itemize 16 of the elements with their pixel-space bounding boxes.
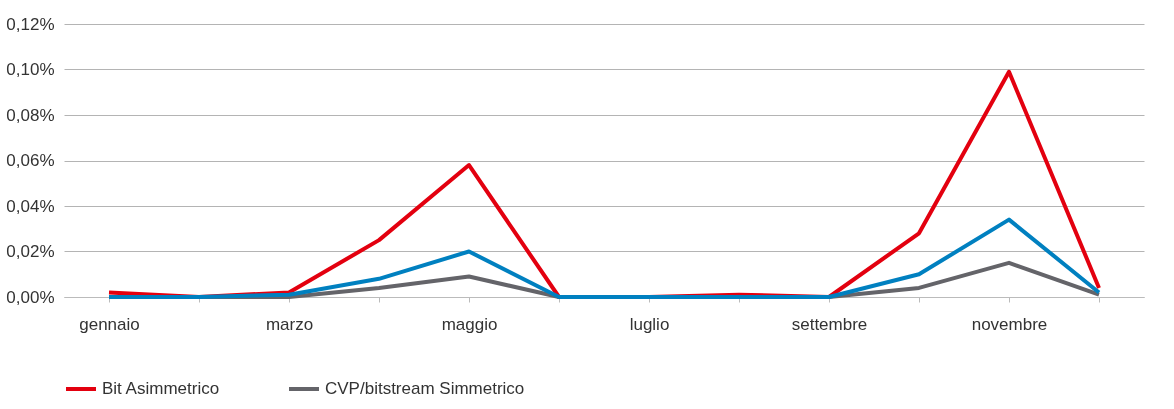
- line-series: [107, 217, 1101, 299]
- x-tick-label: gennaio: [79, 314, 140, 334]
- legend-label: Bit Asimmetrico: [102, 379, 220, 398]
- x-tick-label: marzo: [265, 314, 314, 334]
- y-tick-label: 0,00%: [6, 287, 55, 307]
- x-tick-label: maggio: [441, 314, 498, 334]
- y-tick-label: 0,06%: [6, 151, 55, 170]
- y-tick-label: 0,04%: [6, 196, 55, 216]
- y-tick-label: 0,08%: [6, 105, 55, 125]
- x-tick-label: novembre: [971, 314, 1048, 334]
- x-tick-label: luglio: [629, 314, 670, 334]
- x-tick-label: settembre: [791, 314, 868, 334]
- y-tick-label: 0,10%: [6, 60, 55, 79]
- y-tick-label: 0,12%: [6, 14, 55, 34]
- legend-label: CVP/bitstream Simmetrico: [325, 379, 525, 398]
- y-tick-label: 0,02%: [6, 242, 55, 261]
